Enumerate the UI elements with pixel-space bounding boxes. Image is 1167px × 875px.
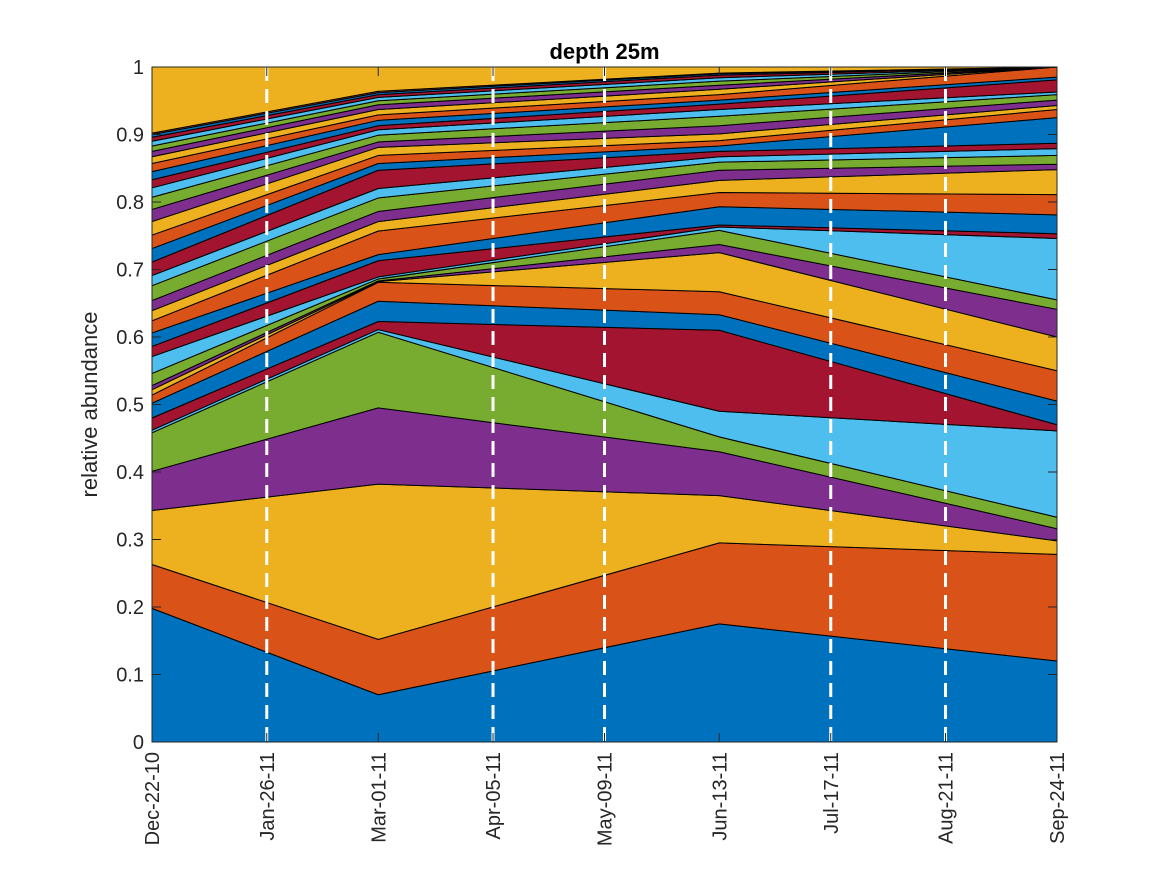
y-tick-label: 0.5 <box>116 395 144 417</box>
y-axis-label: relative abundance <box>77 312 102 498</box>
dashed-reference-lines <box>265 67 948 742</box>
chart-title: depth 25m <box>549 39 659 64</box>
y-tick-label: 0 <box>133 732 144 754</box>
y-tick-label: 0.1 <box>116 665 144 687</box>
y-tick-label: 0.3 <box>116 530 144 552</box>
x-tick-label: Jul-17-11 <box>821 752 843 834</box>
x-tick-label: Mar-01-11 <box>368 752 390 843</box>
x-tick-label: Sep-24-11 <box>1047 752 1069 844</box>
x-tick-label: Dec-22-10 <box>142 752 164 845</box>
x-tick-label: Aug-21-11 <box>936 752 958 844</box>
x-tick-label: May-09-11 <box>595 752 617 846</box>
y-tick-label: 0.9 <box>116 125 144 147</box>
x-tick-label: Jan-26-11 <box>257 752 279 841</box>
y-tick-label: 0.6 <box>116 327 144 349</box>
x-tick-label: Jun-13-11 <box>709 752 731 841</box>
y-axis: 0 0.1 0.2 0.3 0.4 0.5 0.6 0.7 0.8 0.9 1 <box>116 57 1057 754</box>
y-tick-label: 0.7 <box>116 260 144 282</box>
y-tick-label: 0.4 <box>116 462 144 484</box>
y-tick-label: 0.8 <box>116 192 144 214</box>
x-axis: Dec-22-10 Jan-26-11 Mar-01-11 Apr-05-11 May-… <box>142 67 1069 846</box>
y-tick-label: 1 <box>133 57 144 79</box>
x-tick-label: Apr-05-11 <box>483 752 505 839</box>
y-tick-label: 0.2 <box>116 597 144 619</box>
